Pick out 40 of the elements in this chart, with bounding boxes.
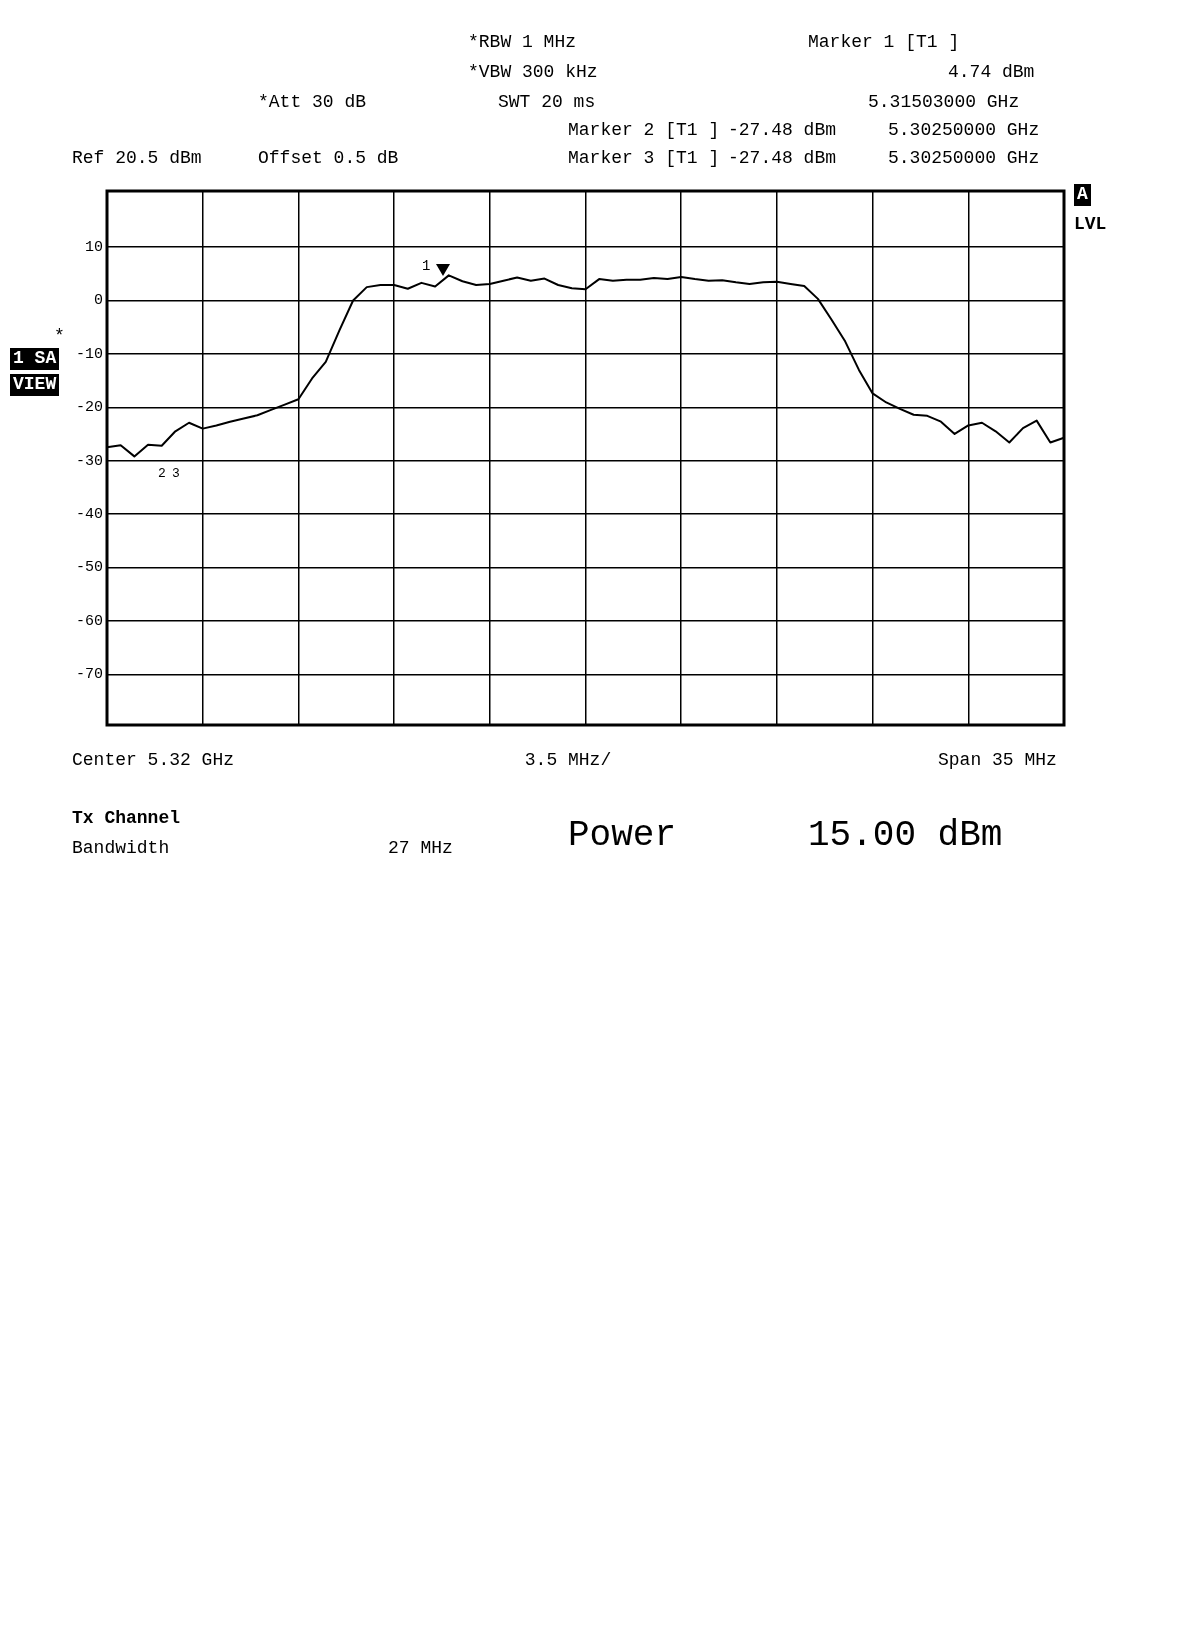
text: *VBW 300 kHz <box>468 62 598 84</box>
y-tick-label: -30 <box>75 452 103 470</box>
text: Marker 3 [T1 ] <box>568 148 720 170</box>
text: *RBW 1 MHz <box>468 32 577 54</box>
text: 15.00 dBm <box>808 814 1003 858</box>
text: Bandwidth <box>72 838 170 860</box>
text: Center 5.32 GHz <box>72 750 235 772</box>
text: 1 SA <box>10 348 60 370</box>
text: 3.5 MHz/ <box>524 750 612 772</box>
text: A <box>1074 184 1091 206</box>
y-tick-label: -40 <box>75 506 103 524</box>
text: Marker 1 [T1 ] <box>808 32 960 54</box>
annotation: 3 <box>172 466 180 482</box>
text: Offset 0.5 dB <box>258 148 399 170</box>
text: * <box>54 326 65 348</box>
text: Power <box>568 814 677 858</box>
y-tick-label: 0 <box>93 292 103 310</box>
annotation: 2 <box>158 466 166 482</box>
text: Tx Channel <box>72 808 181 830</box>
text: Span 35 MHz <box>938 750 1057 772</box>
text: SWT 20 ms <box>498 92 596 114</box>
text: 4.74 dBm <box>948 62 1035 84</box>
y-tick-label: -70 <box>75 666 103 684</box>
y-tick-label: -50 <box>75 559 103 577</box>
y-tick-label: 10 <box>84 239 103 257</box>
text: LVL <box>1074 214 1107 236</box>
text: -27.48 dBm <box>728 120 837 142</box>
y-tick-label: -10 <box>75 345 103 363</box>
y-tick-label: -60 <box>75 612 103 630</box>
text: Ref 20.5 dBm <box>72 148 202 170</box>
y-tick-label: -20 <box>75 399 103 417</box>
text: 5.30250000 GHz <box>888 120 1040 142</box>
text: -27.48 dBm <box>728 148 837 170</box>
text: 27 MHz <box>388 838 453 860</box>
text: Marker 2 [T1 ] <box>568 120 720 142</box>
text: *Att 30 dB <box>258 92 367 114</box>
text: 5.30250000 GHz <box>888 148 1040 170</box>
annotation: 1 <box>422 258 431 275</box>
text: 5.31503000 GHz <box>868 92 1020 114</box>
text: VIEW <box>10 374 60 396</box>
